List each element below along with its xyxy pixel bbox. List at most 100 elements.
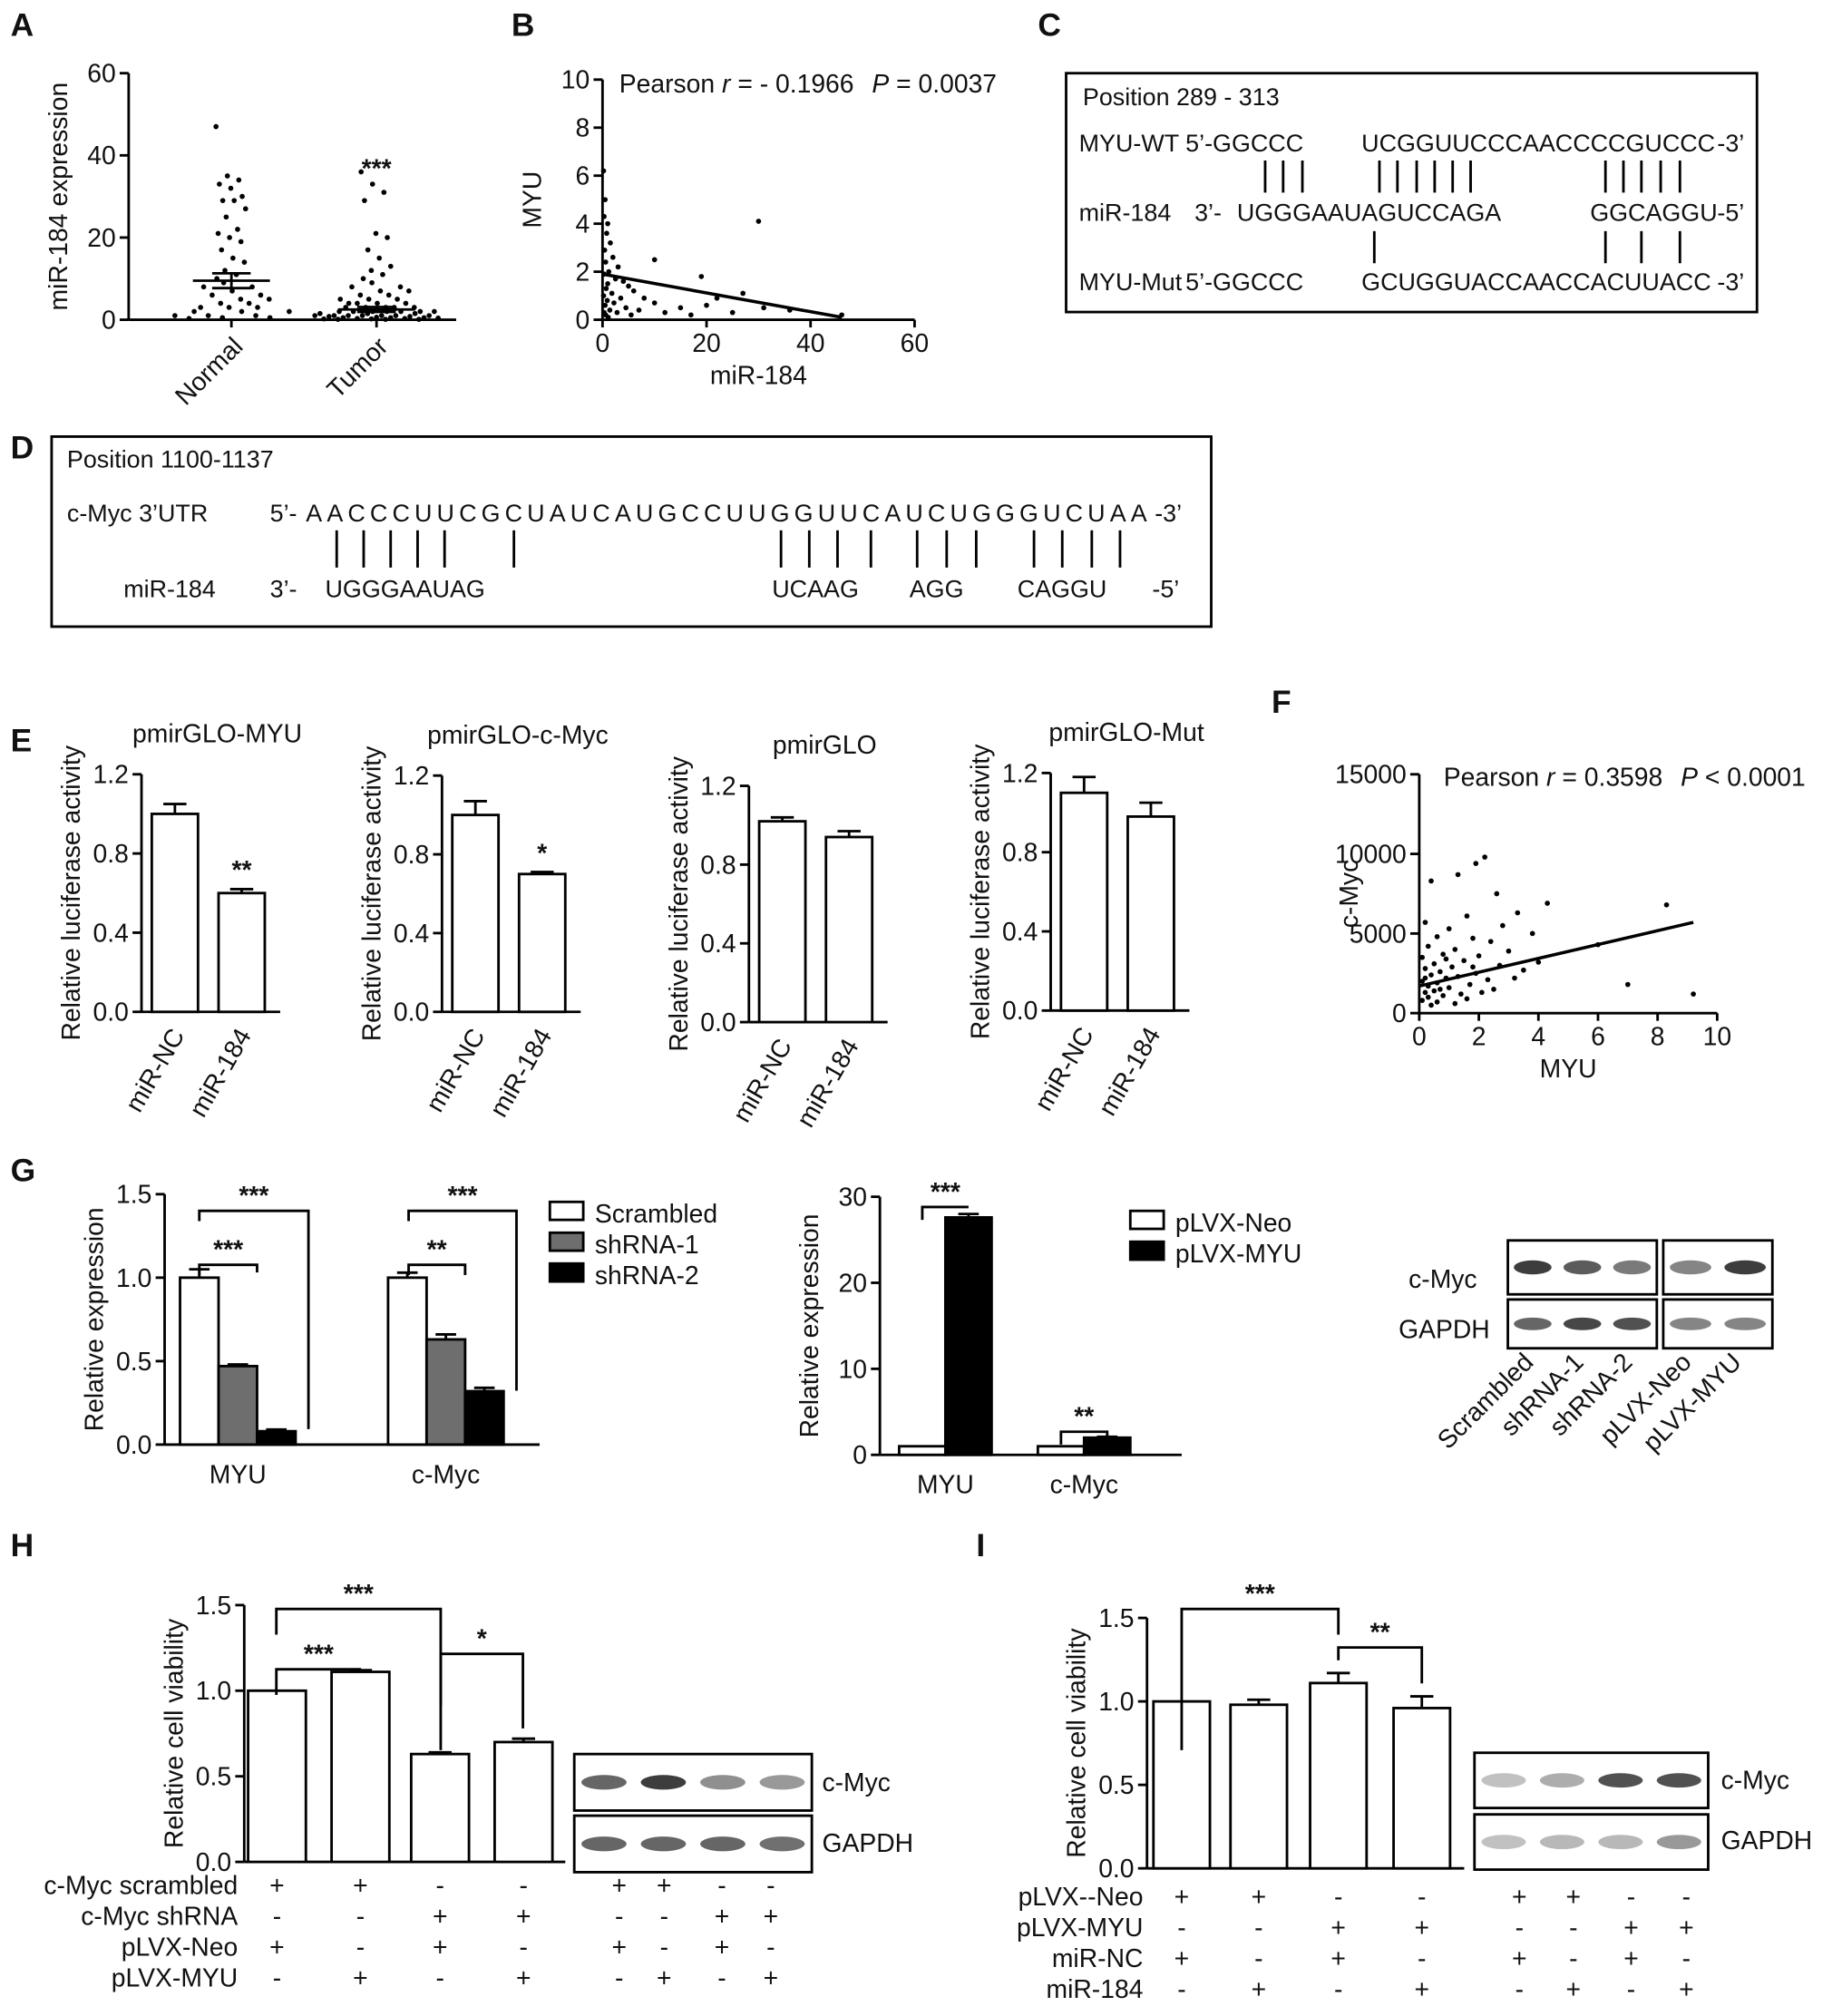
A-point xyxy=(380,271,385,278)
panel-label-D: D xyxy=(11,430,34,465)
I-blot-cmyc-band xyxy=(1539,1773,1584,1788)
G2-legend-swatch xyxy=(1128,1240,1165,1261)
A-point xyxy=(236,177,242,183)
H-condition-mark: - xyxy=(436,1870,444,1899)
E1-xtick-label: miR-NC xyxy=(119,1023,190,1116)
I-blot-condition-mark: - xyxy=(1516,1913,1524,1942)
F-point xyxy=(1428,878,1434,884)
D-suffix: -5’ xyxy=(1152,575,1179,602)
F-point xyxy=(1521,967,1526,973)
A-point xyxy=(219,315,226,321)
H-condition-mark: + xyxy=(353,1870,368,1899)
G1-legend-label: shRNA-2 xyxy=(595,1261,699,1290)
G-blot-cmyc-band xyxy=(1670,1260,1711,1275)
A-point xyxy=(349,284,355,290)
A-point xyxy=(198,305,203,310)
F-point xyxy=(1485,977,1491,983)
F-point xyxy=(1487,939,1494,944)
G1-legend-swatch xyxy=(548,1200,585,1222)
C-prefix: 5’-GGCCC xyxy=(1185,130,1303,157)
H-blot-gapdh-band xyxy=(640,1836,687,1852)
I-condition-mark: + xyxy=(1414,1974,1429,2003)
I-blot-condition-mark: - xyxy=(1682,1943,1691,1972)
A-point xyxy=(331,313,337,318)
E1-ytick-label: 0.8 xyxy=(93,839,129,868)
B-fit-line xyxy=(602,272,843,319)
B-xtick-label: 20 xyxy=(692,328,720,357)
G2-bar-pLVX-Neo xyxy=(898,1445,947,1456)
A-point xyxy=(335,317,341,322)
A-point xyxy=(231,198,238,203)
G2-ytick-label: 0 xyxy=(853,1440,867,1469)
G-blot-gapdh-band xyxy=(1670,1317,1711,1330)
I-bracket-label: *** xyxy=(1245,1579,1275,1608)
A-point xyxy=(239,193,245,200)
F-point xyxy=(1422,989,1428,996)
I-blot-gapdh-band xyxy=(1481,1835,1526,1850)
D-part: AGG xyxy=(910,575,964,602)
E4-ytick-label: 0.4 xyxy=(1002,917,1038,946)
E4-ytick-label: 0.8 xyxy=(1002,838,1038,867)
H-blot-condition-mark: + xyxy=(611,1870,627,1899)
F-point xyxy=(1624,981,1631,988)
A-point xyxy=(246,300,252,307)
B-point xyxy=(603,286,609,291)
F-point xyxy=(1425,994,1431,1000)
D-part: UGGGAAUAG xyxy=(326,575,485,602)
G1-bracket xyxy=(198,1209,310,1429)
B-point xyxy=(662,309,668,316)
G1-bracket-label: *** xyxy=(447,1181,477,1210)
B-point xyxy=(602,259,609,265)
A-point xyxy=(218,300,224,307)
F-fit-line xyxy=(1418,920,1694,989)
A-point xyxy=(360,276,366,282)
F-point xyxy=(1443,956,1449,962)
I-condition-label: miR-NC xyxy=(1052,1943,1144,1972)
I-blot-condition-mark: - xyxy=(1627,1974,1635,2003)
F-point xyxy=(1464,996,1470,1002)
D-prefix: 3’- xyxy=(270,575,297,602)
A-point xyxy=(365,247,371,253)
G2-xtick-label: MYU xyxy=(917,1470,974,1499)
E3-title: pmirGLO xyxy=(773,730,877,759)
A-point xyxy=(200,284,207,290)
E2-ytick-label: 0.4 xyxy=(394,919,429,948)
B-point xyxy=(688,312,694,318)
B-annotation: Pearson r = - 0.1966 P = 0.0037 xyxy=(619,69,997,98)
H-condition-mark: - xyxy=(520,1932,528,1961)
E2-ytick-label: 0.8 xyxy=(394,840,429,869)
A-point xyxy=(255,305,260,310)
F-xtick-label: 8 xyxy=(1651,1022,1665,1051)
G-blot-cmyc-band xyxy=(1724,1260,1767,1275)
A-point xyxy=(368,316,375,322)
A-point xyxy=(385,235,390,240)
F-xtick-label: 2 xyxy=(1472,1022,1486,1051)
F-point xyxy=(1491,986,1496,992)
H-condition-mark: + xyxy=(269,1870,285,1899)
E3-ytick-label: 0.4 xyxy=(700,929,736,958)
G2-bar-pLVX-MYU xyxy=(943,1215,993,1456)
B-point xyxy=(606,268,612,275)
A-point xyxy=(222,268,228,274)
I-bar xyxy=(1309,1681,1369,1870)
C-box xyxy=(1065,72,1759,314)
I-ylabel: Relative cell viability xyxy=(1062,1628,1091,1858)
I-condition-label: pLVX-MYU xyxy=(1017,1913,1143,1942)
A-point xyxy=(337,297,344,302)
G1-legend-label: shRNA-1 xyxy=(595,1230,699,1259)
A-point xyxy=(215,230,221,237)
A-point xyxy=(383,317,388,322)
B-ytick-label: 8 xyxy=(575,113,590,142)
B-point xyxy=(614,309,620,316)
A-point xyxy=(385,292,392,298)
F-point xyxy=(1464,913,1470,919)
G1-bracket xyxy=(198,1263,258,1276)
A-point xyxy=(258,292,264,298)
F-point xyxy=(1473,861,1479,866)
I-condition-mark: + xyxy=(1330,1943,1346,1972)
H-bar xyxy=(492,1740,554,1864)
A-point xyxy=(357,292,364,298)
D-title: Position 1100-1137 xyxy=(67,445,274,472)
A-point xyxy=(417,308,424,315)
G1-bar-shRNA-2 xyxy=(463,1389,505,1446)
